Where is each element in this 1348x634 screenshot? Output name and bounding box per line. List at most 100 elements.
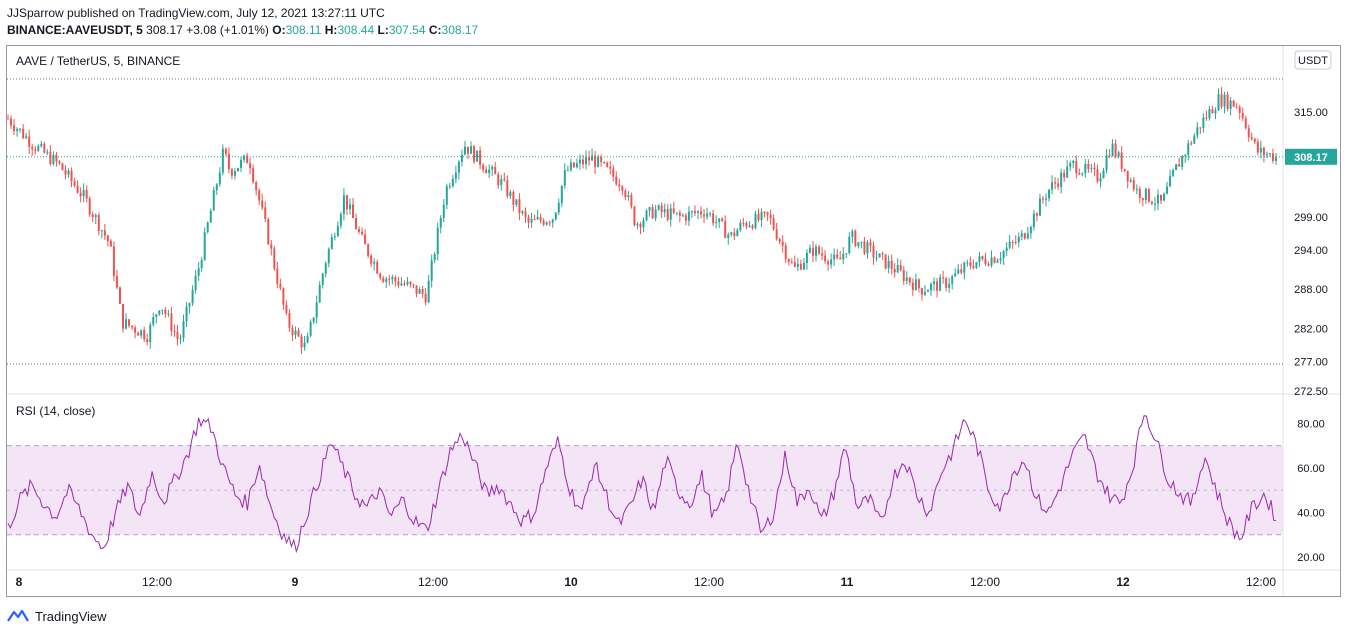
candle-body <box>1129 180 1132 182</box>
price-tick-label: 277.00 <box>1294 356 1328 368</box>
candle-body <box>1105 155 1108 171</box>
candle-body <box>463 146 466 155</box>
candle-body <box>811 247 814 256</box>
candle-body <box>140 330 143 336</box>
candle-body <box>1196 127 1199 136</box>
candle-body <box>324 263 327 274</box>
candle-body <box>766 212 769 215</box>
candle-body <box>869 242 872 246</box>
candle-body <box>645 210 648 221</box>
candle-body <box>515 199 518 205</box>
candle-body <box>1259 147 1262 153</box>
candle-body <box>948 283 951 288</box>
candle-body <box>585 157 588 165</box>
candle-body <box>34 149 37 151</box>
candle-body <box>273 248 276 269</box>
candle-body <box>209 210 212 223</box>
candle-body <box>1211 109 1214 114</box>
candle-body <box>545 222 548 225</box>
candle-body <box>796 263 799 267</box>
candle-body <box>146 339 149 343</box>
candle-body <box>978 256 981 263</box>
candle-body <box>227 153 230 170</box>
candle-body <box>103 230 106 236</box>
candle-body <box>984 258 987 265</box>
candle-body <box>733 232 736 237</box>
candle-body <box>524 211 527 217</box>
candle-body <box>884 254 887 269</box>
candle-body <box>134 327 137 333</box>
candle-body <box>473 146 476 162</box>
candle-body <box>100 230 103 232</box>
candle-body <box>176 331 179 339</box>
price-tick-label: 288.00 <box>1294 284 1328 296</box>
candle-body <box>1160 194 1163 201</box>
candle-body <box>252 168 255 183</box>
candle-body <box>1141 198 1144 201</box>
candle-body <box>1008 241 1011 248</box>
candle-body <box>300 336 303 348</box>
candle-body <box>161 309 164 311</box>
candle-body <box>1262 147 1265 156</box>
candle-body <box>282 288 285 305</box>
candle-body <box>775 229 778 240</box>
candle-body <box>969 262 972 266</box>
rsi-axis[interactable]: 80.00 60.00 40.00 20.00 <box>1297 418 1325 564</box>
candle-body <box>936 281 939 291</box>
chart-canvas[interactable]: 315.00 299.00 294.00 288.00 282.00 277.00 272.… <box>7 46 1340 596</box>
candle-body <box>1120 152 1123 169</box>
price-tick-label: 315.00 <box>1294 107 1328 119</box>
candle-body <box>19 128 22 130</box>
candle-body <box>657 205 660 210</box>
footer: TradingView <box>7 607 107 625</box>
candle-body <box>22 128 25 139</box>
rsi-tick-label: 20.00 <box>1297 552 1325 564</box>
candle-body <box>1150 201 1153 204</box>
candle-body <box>1138 188 1141 199</box>
candle-body <box>76 185 79 193</box>
candle-body <box>748 225 751 227</box>
candle-body <box>470 146 473 154</box>
candle-body <box>615 176 618 185</box>
tradingview-logo-icon[interactable] <box>7 609 29 623</box>
candle-body <box>648 207 651 211</box>
candle-body <box>1084 163 1087 174</box>
candle-body <box>327 248 330 264</box>
candle-body <box>727 234 730 238</box>
candle-body <box>109 240 112 247</box>
candle-body <box>49 151 52 165</box>
time-axis[interactable]: 8 12:00 9 12:00 10 12:00 11 12:00 12 12:00 <box>16 575 1277 589</box>
candle-body <box>548 222 551 224</box>
price-axis[interactable]: 315.00 299.00 294.00 288.00 282.00 277.00 272.… <box>1294 107 1328 398</box>
time-tick-label: 12 <box>1116 575 1130 589</box>
candle-body <box>1217 94 1220 111</box>
candle-body <box>243 155 246 160</box>
candle-body <box>373 262 376 264</box>
candle-body <box>1268 153 1271 155</box>
candle-body <box>578 159 581 164</box>
candle-body <box>442 204 445 218</box>
candle-body <box>1090 167 1093 169</box>
candle-body <box>603 161 606 163</box>
candle-body <box>536 216 539 220</box>
candle-body <box>28 136 31 147</box>
candle-body <box>815 246 818 256</box>
candle-body <box>848 236 851 254</box>
candle-body <box>939 277 942 291</box>
candle-body <box>687 211 690 221</box>
candle-body <box>379 273 382 279</box>
candle-body <box>476 150 479 162</box>
candle-body <box>73 181 76 186</box>
high-value: 308.44 <box>337 23 375 37</box>
candle-body <box>1002 251 1005 259</box>
currency-badge[interactable] <box>1294 50 1332 70</box>
candle-body <box>1014 242 1017 244</box>
candle-body <box>1126 170 1129 182</box>
candle-body <box>351 204 354 218</box>
candle-body <box>560 185 563 203</box>
brand-label[interactable]: TradingView <box>35 608 107 624</box>
chart-frame[interactable]: 315.00 299.00 294.00 288.00 282.00 277.00 272.… <box>6 45 1341 597</box>
candle-body <box>1099 178 1102 182</box>
rsi-tick-label: 40.00 <box>1297 507 1325 519</box>
candle-body <box>745 223 748 227</box>
